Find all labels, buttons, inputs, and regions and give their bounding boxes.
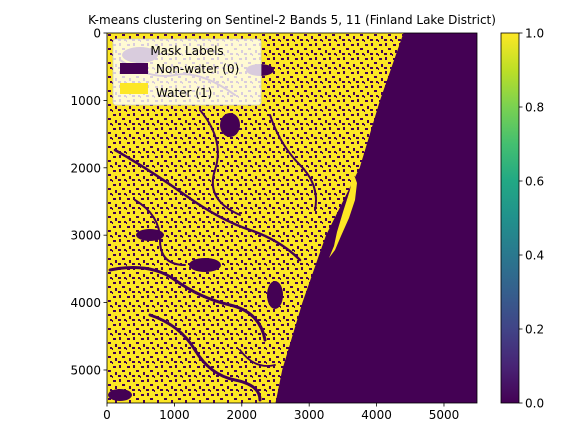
chart-title: K-means clustering on Sentinel-2 Bands 5… [88, 13, 496, 27]
x-tick-label: 5000 [429, 408, 460, 422]
x-axis: 0 1000 2000 3000 4000 5000 [103, 403, 459, 422]
legend-title: Mask Labels [150, 44, 223, 58]
dark-patch [108, 389, 132, 401]
plot-frame [106, 32, 478, 404]
river-path [108, 266, 267, 342]
y-tick-label: 2000 [70, 161, 101, 175]
legend-swatch-water [120, 83, 148, 94]
x-tick-label: 2000 [227, 408, 258, 422]
river-path [239, 349, 276, 367]
x-tick-label: 0 [103, 408, 111, 422]
coastal-water-strip [329, 172, 357, 258]
y-tick-label: 5000 [70, 363, 101, 377]
y-tick-label: 0 [93, 27, 101, 41]
dark-patch [136, 229, 164, 241]
water-region [107, 33, 404, 403]
colorbar-tick-label: 0.2 [525, 323, 544, 337]
colorbar-tick-label: 1.0 [525, 27, 544, 41]
dark-patch [267, 281, 283, 309]
colorbar: 0.0 0.2 0.4 0.6 0.8 1.0 [500, 27, 544, 411]
colorbar-gradient [500, 32, 520, 404]
y-tick-label: 1000 [70, 94, 101, 108]
legend-label-water: Water (1) [156, 86, 212, 100]
colorbar-tick-label: 0.4 [525, 249, 544, 263]
river-path [199, 109, 241, 216]
river-path [269, 114, 317, 211]
y-tick-label: 3000 [70, 229, 101, 243]
river-path [148, 313, 262, 402]
colorbar-tick-label: 0.6 [525, 175, 544, 189]
x-tick-label: 4000 [361, 408, 392, 422]
colorbar-tick-label: 0.0 [525, 397, 544, 411]
colorbar-tick-label: 0.8 [525, 101, 544, 115]
legend-swatch-non-water [120, 63, 148, 74]
colorbar-ticks: 0.0 0.2 0.4 0.6 0.8 1.0 [519, 27, 544, 411]
legend-box [112, 38, 262, 106]
river-path [134, 199, 186, 266]
dark-patch [220, 113, 240, 137]
legend: Mask Labels Non-water (0) Water (1) [112, 38, 262, 106]
x-tick-label: 1000 [159, 408, 190, 422]
y-axis: 0 1000 2000 3000 4000 5000 [70, 27, 107, 377]
dark-patch [189, 258, 221, 272]
y-tick-label: 4000 [70, 296, 101, 310]
legend-label-non-water: Non-water (0) [156, 62, 239, 76]
river-path [113, 148, 302, 262]
x-tick-label: 3000 [294, 408, 325, 422]
